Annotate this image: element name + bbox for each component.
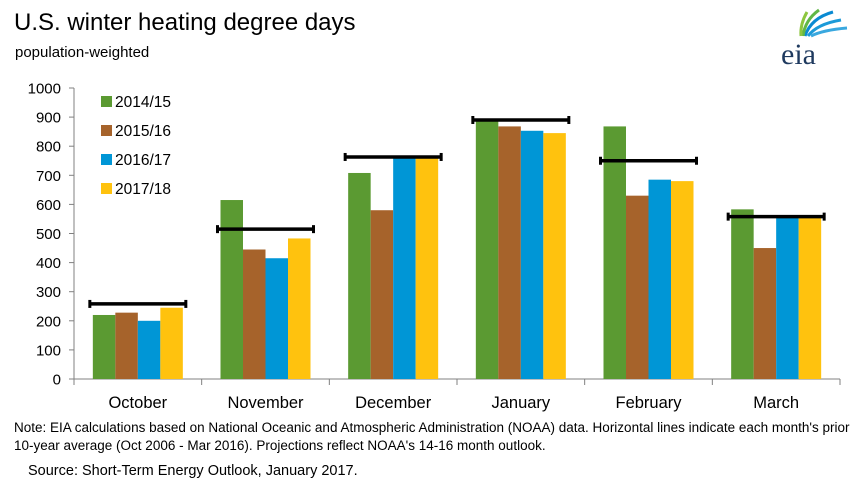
- x-category-label: February: [615, 394, 682, 412]
- y-tick-label: 0: [53, 372, 61, 389]
- bar-2014-15-december: [348, 172, 371, 379]
- y-tick-label: 600: [36, 197, 61, 214]
- bar-chart: 0 100 200 300 400 500 600 700 800 900 1000 October…: [28, 81, 841, 412]
- chart-title: U.S. winter heating degree days: [14, 9, 356, 36]
- logo-text: eia: [781, 38, 816, 68]
- bar-2015-16-october: [115, 312, 138, 379]
- legend-label: 2017/18: [115, 181, 171, 198]
- x-category-label: October: [108, 394, 167, 412]
- bar-2014-15-february: [603, 126, 626, 379]
- legend-swatch: [101, 154, 112, 165]
- bar-2016-17-march: [776, 217, 799, 379]
- bar-2016-17-february: [648, 179, 671, 379]
- y-tick-label: 100: [36, 342, 61, 359]
- bar-2014-15-march: [731, 209, 754, 379]
- bar-2015-16-february: [626, 195, 649, 379]
- bar-2015-16-november: [243, 249, 266, 379]
- bar-2016-17-december: [393, 157, 416, 379]
- y-axis: 0 100 200 300 400 500 600 700 800 900 1000: [28, 81, 75, 389]
- y-tick-label: 500: [36, 226, 61, 243]
- legend-label: 2015/16: [115, 123, 171, 140]
- legend-label: 2014/15: [115, 94, 171, 111]
- legend-swatch: [101, 183, 112, 194]
- bar-2014-15-january: [475, 120, 499, 379]
- x-axis: October November December January February Ma…: [73, 378, 841, 412]
- x-category-label: March: [753, 394, 799, 412]
- y-tick-label: 800: [36, 139, 61, 156]
- bar-2014-15-october: [92, 314, 116, 379]
- y-tick-label: 400: [36, 255, 61, 272]
- bar-2017-18-november: [288, 238, 311, 379]
- legend: 2014/15 2015/16 2016/17 2017/18: [101, 94, 171, 198]
- x-category-label: November: [227, 394, 304, 412]
- bar-2017-18-january: [543, 133, 566, 379]
- bar-2015-16-march: [753, 248, 777, 379]
- bar-2017-18-october: [160, 307, 183, 379]
- legend-label: 2016/17: [115, 152, 171, 169]
- average-lines: [88, 116, 826, 308]
- bar-2015-16-december: [370, 210, 394, 379]
- bar-2017-18-december: [415, 157, 439, 379]
- y-tick-label: 1000: [28, 81, 61, 98]
- bar-2016-17-november: [265, 258, 288, 379]
- eia-logo: eia: [781, 8, 848, 68]
- bar-2015-16-january: [498, 126, 521, 379]
- bar-2017-18-february: [671, 181, 694, 379]
- legend-swatch: [101, 96, 112, 107]
- y-tick-label: 900: [36, 110, 61, 127]
- bar-2016-17-october: [137, 320, 161, 379]
- bar-2017-18-march: [798, 217, 822, 379]
- x-category-label: December: [355, 394, 432, 412]
- y-tick-label: 700: [36, 168, 61, 185]
- x-category-label: January: [491, 394, 550, 412]
- chart-source: Source: Short-Term Energy Outlook, Janua…: [28, 463, 358, 479]
- chart-note: Note: EIA calculations based on National…: [14, 420, 850, 453]
- legend-swatch: [101, 125, 112, 136]
- y-tick-label: 300: [36, 284, 61, 301]
- bars: [92, 120, 822, 379]
- logo-rays: [799, 8, 848, 38]
- bar-2014-15-november: [220, 200, 243, 379]
- chart-subtitle: population-weighted: [15, 44, 150, 61]
- y-tick-label: 200: [36, 313, 61, 330]
- bar-2016-17-january: [520, 130, 544, 379]
